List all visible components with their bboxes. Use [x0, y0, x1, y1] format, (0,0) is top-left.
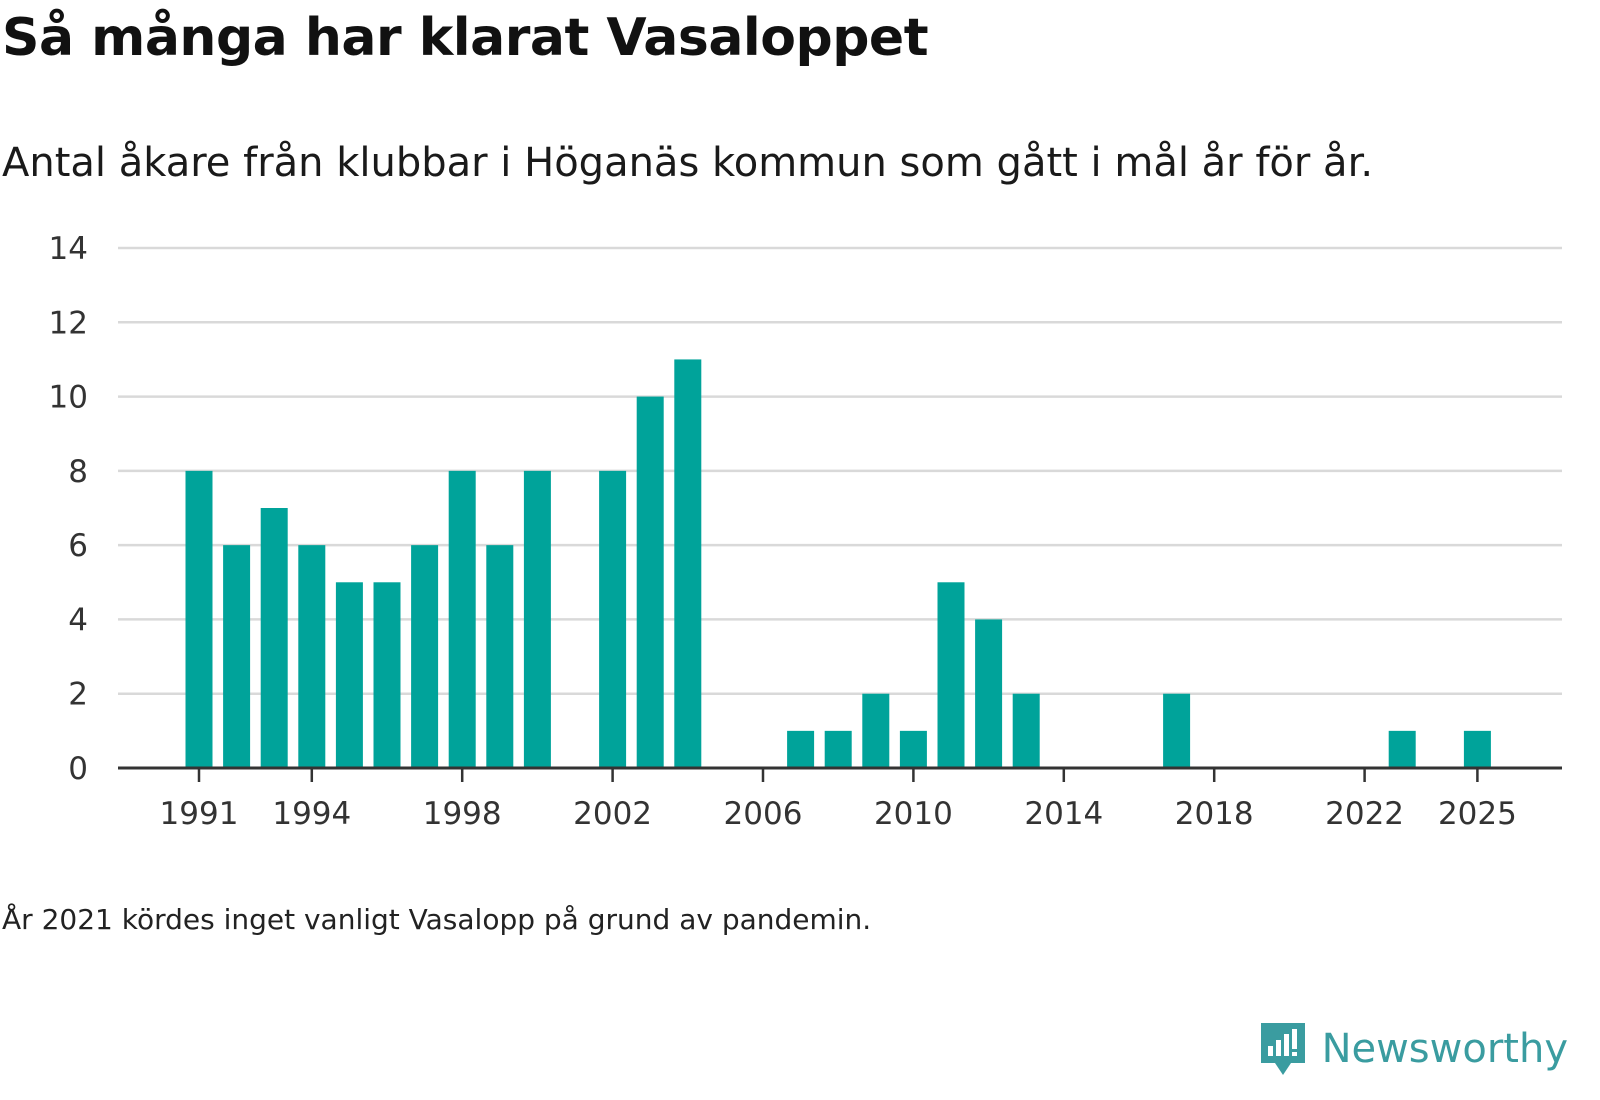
y-tick-label-12: 12	[49, 305, 88, 341]
bar-1994	[298, 545, 326, 768]
bar-1993	[260, 508, 288, 768]
y-tick-label-10: 10	[49, 380, 88, 416]
x-tick-label-2002: 2002	[573, 796, 652, 832]
bar-chart: 0 2 4 6 8 10 12 14 1991 1994 1998 2002 2006 2010 2014…	[49, 231, 1562, 832]
x-tick-label-2025: 2025	[1438, 796, 1517, 832]
y-tick-label-8: 8	[68, 454, 88, 490]
brand-name: Newsworthy	[1321, 1026, 1568, 1072]
y-tick-label-6: 6	[68, 528, 88, 564]
bar-2010	[899, 730, 927, 768]
newsworthy-logo-icon	[1260, 1023, 1305, 1075]
bar-1997	[411, 545, 439, 768]
bar-2004	[674, 359, 702, 768]
y-axis-ticks: 0 2 4 6 8 10 12 14	[49, 231, 88, 787]
bar-1996	[373, 582, 401, 768]
bar-2003	[636, 396, 664, 768]
brand-logo: Newsworthy	[1258, 1020, 1568, 1078]
bar-1998	[448, 470, 476, 768]
bar-2008	[824, 730, 852, 768]
y-tick-label-4: 4	[68, 602, 88, 638]
footnote: År 2021 kördes inget vanligt Vasalopp på…	[2, 903, 872, 936]
x-tick-label-1991: 1991	[160, 796, 239, 832]
bar-2009	[862, 693, 890, 768]
x-tick-label-2018: 2018	[1175, 796, 1254, 832]
bar-2011	[937, 582, 965, 768]
bars	[185, 359, 1491, 768]
bar-2017	[1163, 693, 1191, 768]
bar-2007	[787, 730, 815, 768]
y-tick-label-0: 0	[68, 751, 88, 787]
bar-2002	[599, 470, 627, 768]
bar-2000	[523, 470, 551, 768]
x-tick-label-2022: 2022	[1325, 796, 1404, 832]
bar-2012	[975, 619, 1003, 768]
x-tick-label-2006: 2006	[724, 796, 803, 832]
bar-2025	[1463, 730, 1491, 768]
x-tick-label-1998: 1998	[423, 796, 502, 832]
y-tick-label-14: 14	[49, 231, 88, 267]
bar-1991	[185, 470, 213, 768]
bar-1992	[223, 545, 251, 768]
gridlines	[118, 246, 1562, 695]
chart-subtitle: Antal åkare från klubbar i Höganäs kommu…	[2, 140, 1374, 186]
chart-title: Så många har klarat Vasaloppet	[2, 8, 929, 68]
bar-2023	[1388, 730, 1416, 768]
x-tick-label-1994: 1994	[272, 796, 351, 832]
x-tick-label-2014: 2014	[1024, 796, 1103, 832]
y-tick-label-2: 2	[68, 677, 88, 713]
bar-2013	[1012, 693, 1040, 768]
bar-1995	[335, 582, 363, 768]
x-tick-label-2010: 2010	[874, 796, 953, 832]
x-axis-ticks: 1991 1994 1998 2002 2006 2010 2014 2018 2022 2025	[160, 768, 1517, 832]
bar-1999	[486, 545, 514, 768]
